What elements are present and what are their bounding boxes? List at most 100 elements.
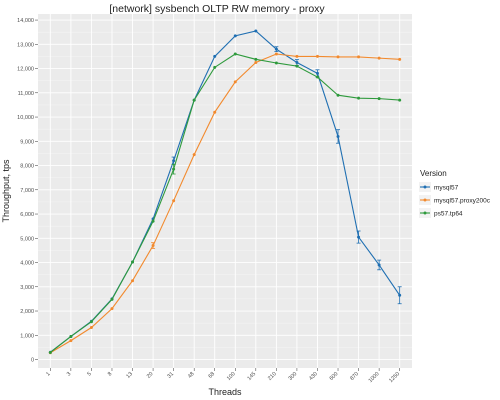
data-point [377, 56, 381, 60]
x-tick-label: 145 [246, 371, 257, 382]
plot-panel [38, 14, 412, 368]
data-point [315, 71, 319, 75]
y-tick-label: 13,000 [17, 42, 34, 48]
x-tick-label: 870 [349, 371, 360, 382]
data-point [233, 52, 237, 56]
data-point [398, 98, 402, 102]
y-tick-label: 5,000 [20, 236, 34, 242]
legend-swatch-point [423, 198, 427, 202]
data-point [233, 80, 237, 84]
data-point [192, 153, 196, 157]
legend: Version mysql57 mysql57.proxy200c ps57.tp6… [419, 169, 491, 218]
y-tick-label: 11,000 [18, 91, 34, 97]
x-tick-label: 430 [308, 371, 319, 382]
x-tick-label: 210 [267, 371, 278, 382]
y-tick-label: 6,000 [20, 212, 34, 218]
data-point [336, 134, 340, 138]
x-tick-label: 68 [208, 371, 217, 380]
y-tick-label: 1,000 [20, 333, 34, 339]
data-point [357, 96, 361, 100]
data-point [254, 57, 258, 61]
y-tick-label: 9,000 [20, 139, 34, 145]
legend-swatch-point [423, 211, 427, 215]
data-point [172, 199, 176, 203]
chart-title: [network] sysbench OLTP RW memory - prox… [109, 3, 325, 15]
y-tick-label: 14,000 [17, 18, 34, 24]
x-tick-label: 20 [146, 371, 155, 380]
y-axis-ticks: 0 1,000 2,000 3,000 4,000 5,000 6,000 7,000 8,00… [17, 18, 38, 364]
data-point [110, 307, 114, 311]
x-tick-label: 100 [226, 371, 237, 382]
data-point [131, 260, 135, 264]
data-point [69, 334, 73, 338]
legend-label: mysql57 [434, 184, 459, 191]
data-point [336, 55, 340, 59]
grid-lines [38, 14, 412, 368]
data-point [254, 60, 258, 64]
y-tick-label: 8,000 [20, 164, 34, 170]
data-point [213, 110, 217, 114]
data-point [274, 52, 278, 56]
y-tick-label: 0 [31, 358, 34, 364]
legend-label: ps57.tp64 [434, 210, 463, 217]
x-axis-ticks: 1 3 5 8 13 20 31 48 68 100 145 210 300 430 600 870 1000 1… [45, 368, 401, 384]
data-point [172, 159, 176, 163]
y-tick-label: 12,000 [17, 67, 34, 73]
data-point [274, 47, 278, 51]
data-point [315, 54, 319, 58]
y-tick-label: 4,000 [20, 261, 34, 267]
series-ps57.tp64 [48, 52, 402, 354]
data-point [254, 29, 258, 33]
data-point [89, 326, 93, 330]
data-point [233, 34, 237, 38]
x-tick-label: 31 [166, 371, 175, 380]
data-point [192, 98, 196, 102]
x-tick-label: 1000 [368, 371, 381, 384]
x-axis-title: Threads [208, 387, 242, 397]
data-point [295, 64, 299, 68]
y-axis-title: Throughput, tps [1, 159, 11, 223]
data-point [89, 320, 93, 324]
data-point [131, 279, 135, 283]
data-point [315, 75, 319, 79]
data-point [357, 55, 361, 59]
data-point [377, 263, 381, 267]
x-tick-label: 5 [86, 371, 92, 377]
x-tick-label: 13 [125, 371, 134, 380]
x-tick-label: 3 [66, 371, 72, 377]
legend-label: mysql57.proxy200c [434, 197, 491, 204]
x-tick-label: 300 [288, 371, 299, 382]
x-tick-label: 600 [329, 371, 340, 382]
data-point [274, 61, 278, 65]
data-point [213, 54, 217, 58]
x-tick-label: 1 [45, 371, 51, 377]
data-point [172, 167, 176, 171]
legend-title: Version [420, 169, 447, 178]
data-point [336, 93, 340, 97]
data-point [357, 235, 361, 239]
series-line [50, 53, 400, 354]
data-point [69, 339, 73, 343]
y-tick-label: 7,000 [20, 188, 34, 194]
x-tick-label: 1250 [388, 371, 401, 384]
data-point [151, 219, 155, 223]
x-tick-label: 8 [107, 371, 113, 377]
data-point [110, 297, 114, 301]
legend-swatch-point [423, 185, 427, 189]
series-mysql57.proxy200c [48, 52, 402, 355]
data-point [398, 57, 402, 61]
data-point [213, 65, 217, 69]
data-point [377, 97, 381, 101]
data-point [398, 293, 402, 297]
x-tick-label: 48 [187, 371, 196, 380]
y-tick-label: 3,000 [20, 285, 34, 291]
series-line [49, 53, 400, 353]
data-point [295, 60, 299, 64]
series-layer [48, 29, 402, 355]
data-point [295, 54, 299, 58]
data-point [48, 350, 52, 354]
y-tick-label: 2,000 [20, 309, 34, 315]
y-tick-label: 10,000 [17, 115, 34, 121]
data-point [151, 244, 155, 248]
